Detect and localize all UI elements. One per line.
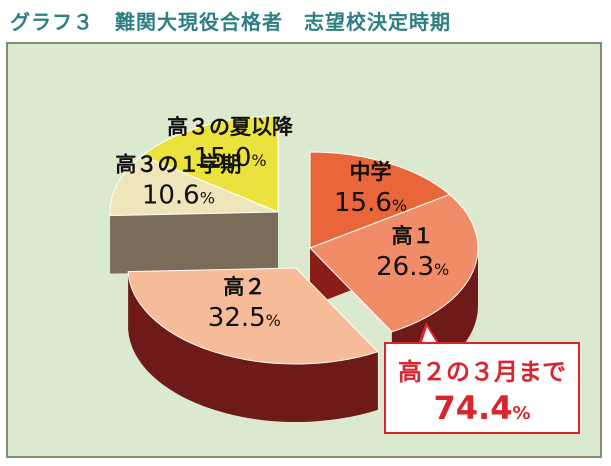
callout-value: 74.4 (433, 389, 513, 427)
callout-pointer-fill (421, 327, 438, 345)
slice-name-1: 高１ (392, 224, 434, 248)
callout-unit: % (512, 403, 531, 424)
pie-tops (109, 115, 479, 365)
pie-slice-4 (141, 115, 279, 213)
slice-value-3: 10.6% (142, 181, 215, 211)
callout-box: 高２の３月まで 74.4% (384, 342, 580, 434)
callout-value-line: 74.4% (386, 389, 578, 427)
pie-slice-3 (109, 154, 279, 217)
slice-name-3: 高３の１学期 (115, 153, 241, 177)
slice-value-2: 32.5% (208, 303, 281, 333)
slice-value-0: 15.6% (334, 188, 407, 218)
pie-slice-2 (127, 267, 379, 365)
pie-slice-1 (309, 193, 479, 333)
slice-name-2: 高２ (223, 275, 265, 299)
slice-value-4: 15.0% (194, 143, 267, 173)
pie-labels: 中学 15.6% 高１ 26.3% 高２ 32.5% 高３の１学期 10.6% 高３の夏以降 15… (115, 115, 449, 333)
chart-title: グラフ３ 難関大現役合格者 志望校決定時期 (10, 10, 451, 34)
slice-name-4: 高３の夏以降 (167, 115, 294, 139)
pie-wall-2 (128, 271, 378, 422)
pie-slice-0 (309, 151, 451, 249)
slice-value-1: 26.3% (376, 252, 449, 282)
callout-text: 高２の３月まで (398, 358, 566, 386)
slice-name-0: 中学 (350, 160, 392, 184)
